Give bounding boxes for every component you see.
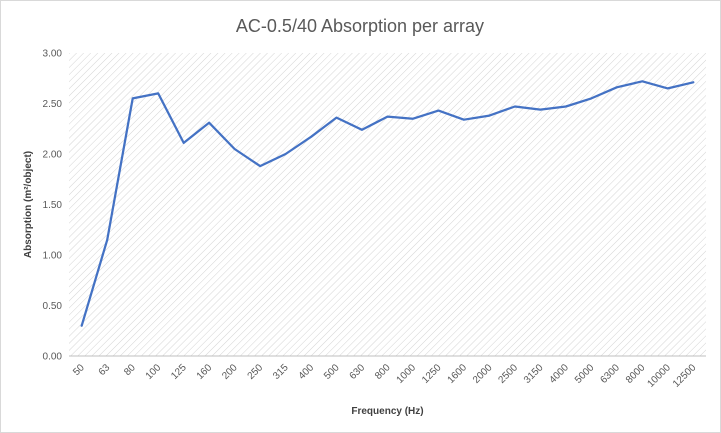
data-point [284,152,288,156]
x-tick-label: 3150 [522,362,546,386]
x-tick-label: 500 [322,362,342,382]
x-tick-label: 125 [169,362,189,382]
y-tick-label: 3.00 [43,49,63,60]
data-point [538,108,542,112]
x-tick-label: 200 [220,362,240,382]
x-axis-title: Frequency (Hz) [351,406,423,417]
data-point [156,91,160,95]
x-tick-label: 250 [246,362,266,382]
x-tick-label: 2500 [497,362,521,386]
x-tick-label: 1600 [446,362,470,386]
series-line [80,80,695,327]
data-point [691,80,695,84]
y-axis-ticks: 0.00 0.50 1.00 1.50 2.00 2.50 3.00 [43,49,63,363]
data-point [462,118,466,122]
x-tick-label: 630 [348,362,368,382]
data-point [309,135,313,139]
x-tick-label: 100 [144,362,164,382]
x-tick-label: 63 [97,362,113,378]
data-point [589,96,593,100]
data-point [207,121,211,125]
data-point [564,105,568,109]
data-point [80,324,84,328]
x-tick-label: 160 [195,362,215,382]
y-tick-label: 0.00 [43,352,63,363]
series-group [80,79,695,328]
y-tick-label: 1.00 [43,251,63,262]
x-tick-label: 2000 [471,362,495,386]
data-point [513,105,517,109]
x-tick-label: 80 [122,362,138,378]
data-point [360,128,364,132]
x-tick-label: 1000 [395,362,419,386]
x-tick-label: 6300 [598,362,622,386]
x-tick-label: 50 [71,362,87,378]
data-point [640,79,644,83]
chart-title: AC-0.5/40 Absorption per array [236,16,484,36]
data-point [487,114,491,118]
x-tick-label: 4000 [547,362,571,386]
data-point [615,85,619,89]
x-tick-label: 1250 [420,362,444,386]
y-tick-label: 1.50 [43,200,63,211]
data-point [666,86,670,90]
y-axis-title: Absorption (m²/object) [23,151,34,258]
y-tick-label: 2.50 [43,99,63,110]
x-tick-label: 800 [373,362,393,382]
y-tick-label: 2.00 [43,150,63,161]
x-axis-ticks: 50 63 80 100 125 160 200 250 315 400 500 630 800 1000… [71,362,698,390]
data-point [437,109,441,113]
x-tick-label: 315 [271,362,291,382]
data-point [335,116,339,120]
data-point [233,147,237,151]
x-tick-label: 10000 [645,362,673,390]
y-tick-label: 0.50 [43,301,63,312]
data-point [131,96,135,100]
plot-area [69,53,706,356]
x-tick-label: 5000 [573,362,597,386]
x-tick-label: 8000 [624,362,648,386]
data-point [386,115,390,119]
data-point [182,141,186,145]
data-point [105,238,109,242]
x-tick-label: 400 [297,362,317,382]
data-point [411,117,415,121]
x-tick-label: 12500 [671,362,699,390]
data-point [258,164,262,168]
